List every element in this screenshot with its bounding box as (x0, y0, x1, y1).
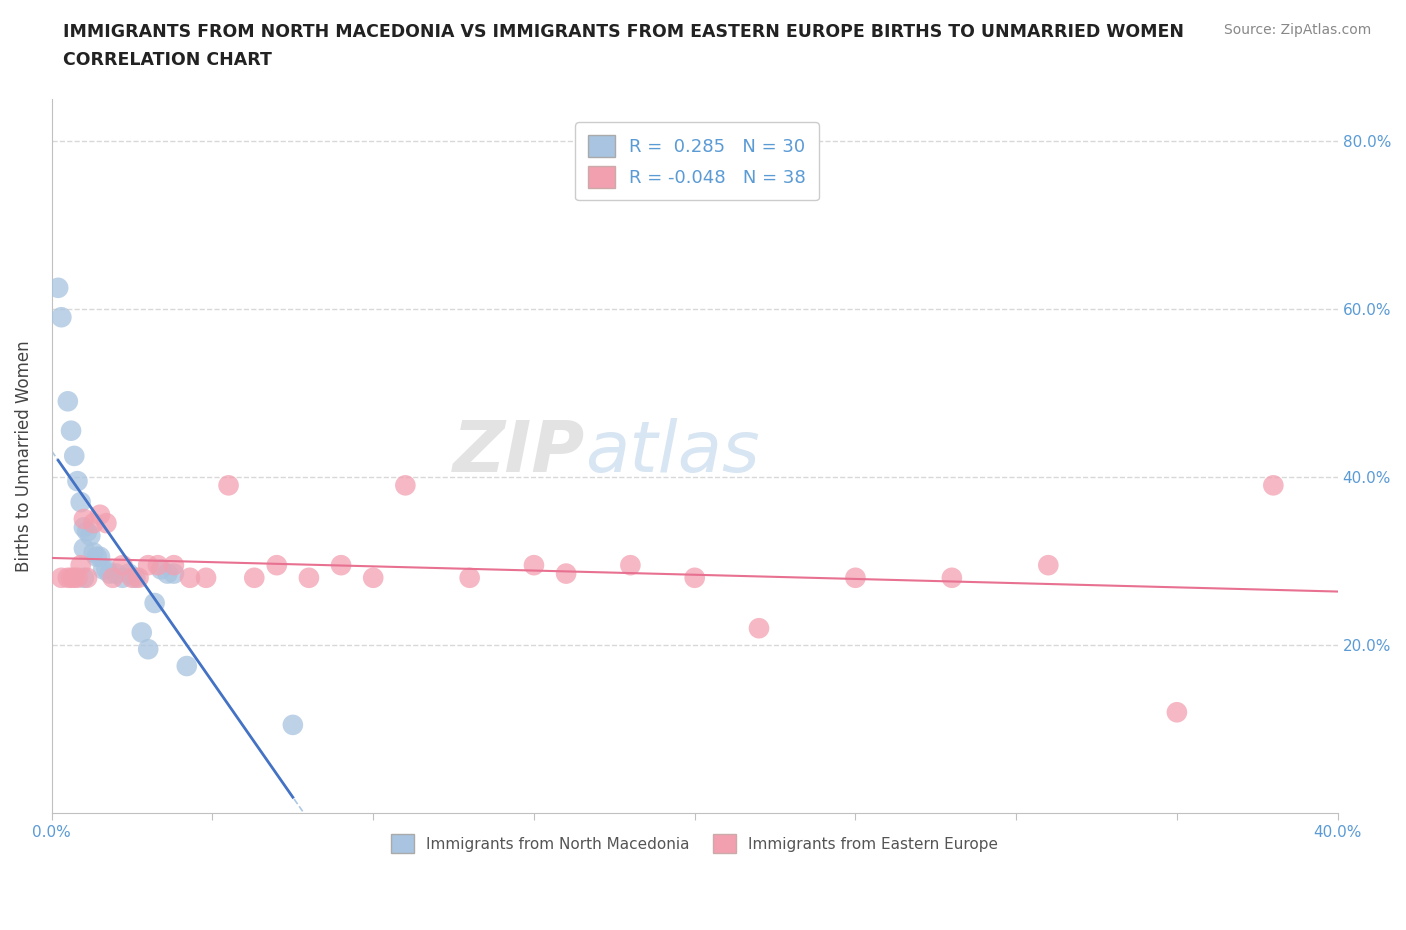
Point (361, 570, 384, 585)
Point (96, 562, 118, 577)
Point (83, 545, 105, 560)
Point (298, 570, 321, 585)
Point (555, 566, 578, 581)
Point (281, 717, 304, 732)
Point (83, 516, 105, 531)
Point (63, 448, 86, 463)
Text: atlas: atlas (585, 418, 761, 486)
Point (941, 570, 963, 585)
Point (60, 423, 83, 438)
Point (105, 566, 128, 581)
Text: CORRELATION CHART: CORRELATION CHART (63, 51, 273, 69)
Point (73, 570, 96, 585)
Point (176, 658, 198, 673)
Point (748, 621, 770, 636)
Point (136, 558, 159, 573)
Point (121, 570, 143, 585)
Point (150, 562, 173, 577)
Point (163, 558, 186, 573)
Point (118, 566, 141, 581)
Point (51, 570, 73, 585)
Point (66, 473, 89, 488)
Point (111, 570, 134, 585)
Point (73, 520, 96, 535)
Point (73, 512, 96, 526)
Point (243, 570, 266, 585)
Point (218, 478, 240, 493)
Point (683, 570, 706, 585)
Point (163, 566, 186, 581)
Point (51, 310, 73, 325)
Point (146, 558, 169, 573)
Point (91, 562, 114, 577)
Point (136, 642, 159, 657)
Point (86, 550, 108, 565)
Point (60, 570, 83, 585)
Point (124, 570, 146, 585)
Point (1166, 705, 1188, 720)
Point (79, 528, 101, 543)
Point (266, 558, 288, 573)
Point (330, 558, 353, 573)
Point (89, 507, 111, 522)
Point (195, 570, 218, 585)
Point (56, 570, 79, 585)
Point (128, 570, 150, 585)
Point (66, 570, 89, 585)
Point (96, 516, 118, 531)
Point (394, 478, 416, 493)
Point (69, 558, 91, 573)
Point (111, 558, 134, 573)
Text: IMMIGRANTS FROM NORTH MACEDONIA VS IMMIGRANTS FROM EASTERN EUROPE BIRTHS TO UNMA: IMMIGRANTS FROM NORTH MACEDONIA VS IMMIG… (63, 23, 1184, 41)
Text: Source: ZipAtlas.com: Source: ZipAtlas.com (1223, 23, 1371, 37)
Point (76, 525, 98, 539)
Point (73, 541, 96, 556)
Point (46, 280, 69, 295)
Point (156, 566, 179, 581)
Point (523, 558, 546, 573)
Point (1038, 558, 1060, 573)
Point (179, 570, 201, 585)
Point (76, 570, 98, 585)
Y-axis label: Births to Unmarried Women: Births to Unmarried Women (15, 340, 32, 572)
Point (131, 625, 153, 640)
Point (101, 570, 124, 585)
Point (1263, 478, 1285, 493)
Point (458, 570, 481, 585)
Point (143, 595, 166, 610)
Legend: Immigrants from North Macedonia, Immigrants from Eastern Europe: Immigrants from North Macedonia, Immigra… (385, 829, 1004, 859)
Point (619, 558, 641, 573)
Point (98, 566, 121, 581)
Point (69, 495, 91, 510)
Point (63, 570, 86, 585)
Point (89, 550, 111, 565)
Text: ZIP: ZIP (453, 418, 585, 486)
Point (844, 570, 866, 585)
Point (56, 393, 79, 408)
